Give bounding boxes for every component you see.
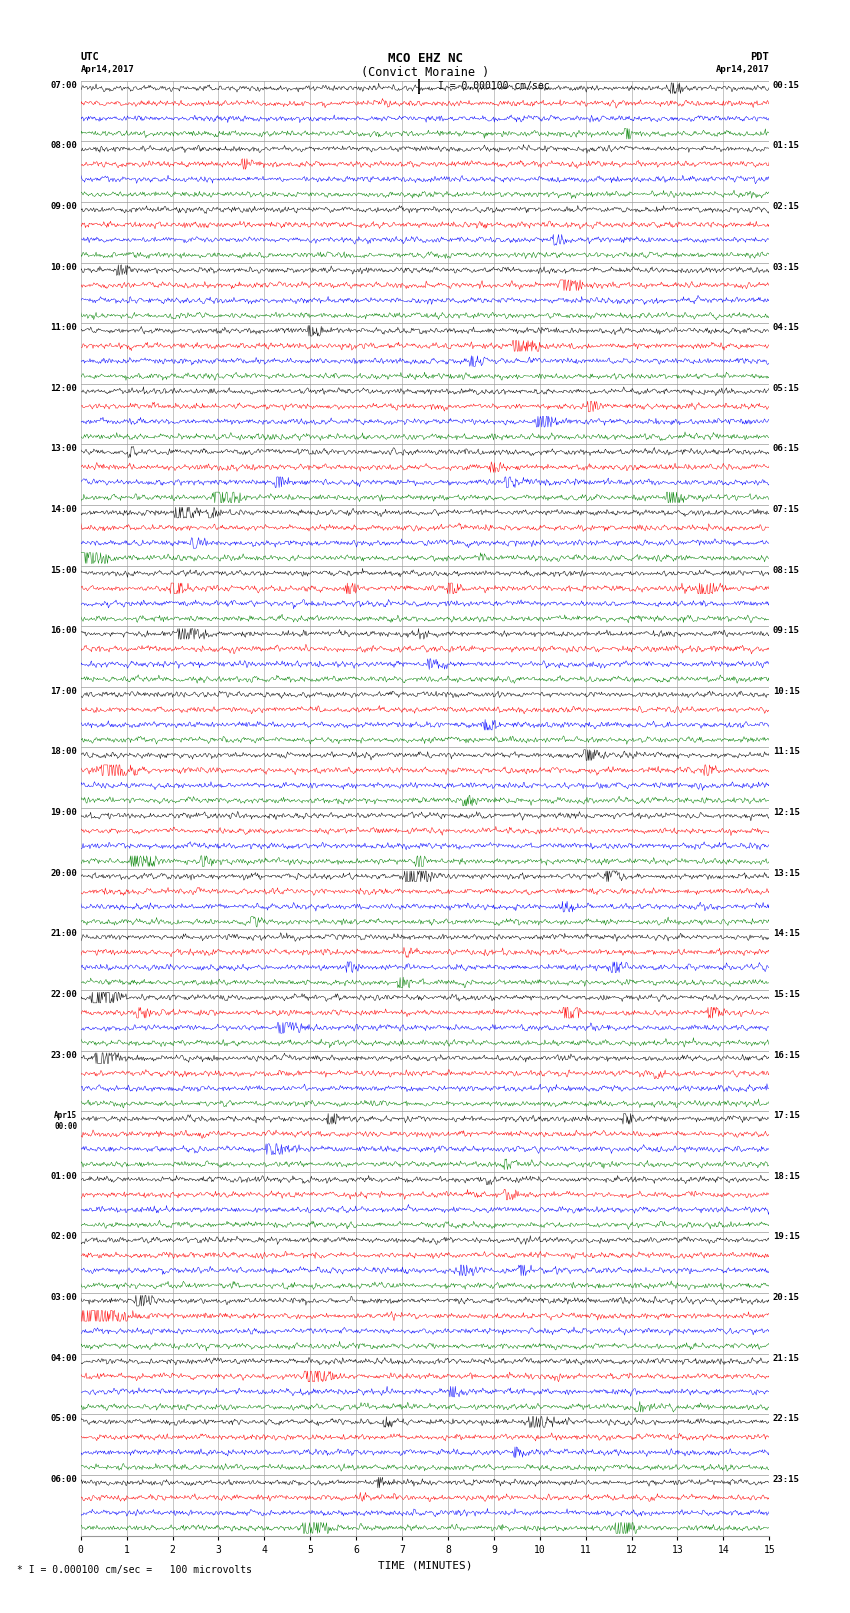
Text: 17:15: 17:15 [773, 1111, 800, 1119]
Text: 10:15: 10:15 [773, 687, 800, 695]
X-axis label: TIME (MINUTES): TIME (MINUTES) [377, 1560, 473, 1569]
Text: 22:15: 22:15 [773, 1415, 800, 1423]
Text: * I = 0.000100 cm/sec =   100 microvolts: * I = 0.000100 cm/sec = 100 microvolts [17, 1565, 252, 1574]
Text: 13:15: 13:15 [773, 869, 800, 877]
Text: 15:00: 15:00 [50, 566, 77, 574]
Text: 11:00: 11:00 [50, 323, 77, 332]
Text: 23:15: 23:15 [773, 1474, 800, 1484]
Text: 15:15: 15:15 [773, 990, 800, 998]
Text: 14:15: 14:15 [773, 929, 800, 939]
Text: 16:15: 16:15 [773, 1050, 800, 1060]
Text: I = 0.000100 cm/sec: I = 0.000100 cm/sec [438, 81, 549, 90]
Text: 01:15: 01:15 [773, 142, 800, 150]
Text: 18:00: 18:00 [50, 747, 77, 756]
Text: 09:15: 09:15 [773, 626, 800, 636]
Text: 22:00: 22:00 [50, 990, 77, 998]
Text: 12:00: 12:00 [50, 384, 77, 392]
Text: 02:00: 02:00 [50, 1232, 77, 1242]
Text: 08:00: 08:00 [50, 142, 77, 150]
Text: 00:15: 00:15 [773, 81, 800, 90]
Text: 16:00: 16:00 [50, 626, 77, 636]
Text: 04:15: 04:15 [773, 323, 800, 332]
Text: PDT: PDT [751, 52, 769, 61]
Text: 23:00: 23:00 [50, 1050, 77, 1060]
Text: Apr15
00:00: Apr15 00:00 [54, 1111, 77, 1131]
Text: 06:15: 06:15 [773, 445, 800, 453]
Text: 07:00: 07:00 [50, 81, 77, 90]
Text: 19:00: 19:00 [50, 808, 77, 818]
Text: 05:15: 05:15 [773, 384, 800, 392]
Text: 06:00: 06:00 [50, 1474, 77, 1484]
Text: 20:15: 20:15 [773, 1294, 800, 1302]
Text: 10:00: 10:00 [50, 263, 77, 271]
Text: Apr14,2017: Apr14,2017 [716, 65, 769, 74]
Text: 07:15: 07:15 [773, 505, 800, 515]
Text: 19:15: 19:15 [773, 1232, 800, 1242]
Text: 21:00: 21:00 [50, 929, 77, 939]
Text: 17:00: 17:00 [50, 687, 77, 695]
Text: 18:15: 18:15 [773, 1171, 800, 1181]
Text: 05:00: 05:00 [50, 1415, 77, 1423]
Text: 12:15: 12:15 [773, 808, 800, 818]
Text: 14:00: 14:00 [50, 505, 77, 515]
Text: 13:00: 13:00 [50, 445, 77, 453]
Text: 08:15: 08:15 [773, 566, 800, 574]
Text: 11:15: 11:15 [773, 747, 800, 756]
Text: Apr14,2017: Apr14,2017 [81, 65, 134, 74]
Text: UTC: UTC [81, 52, 99, 61]
Text: 04:00: 04:00 [50, 1353, 77, 1363]
Text: 03:00: 03:00 [50, 1294, 77, 1302]
Text: 02:15: 02:15 [773, 202, 800, 211]
Text: 21:15: 21:15 [773, 1353, 800, 1363]
Text: MCO EHZ NC: MCO EHZ NC [388, 52, 462, 65]
Text: (Convict Moraine ): (Convict Moraine ) [361, 66, 489, 79]
Text: 20:00: 20:00 [50, 869, 77, 877]
Text: 01:00: 01:00 [50, 1171, 77, 1181]
Text: 03:15: 03:15 [773, 263, 800, 271]
Text: 09:00: 09:00 [50, 202, 77, 211]
